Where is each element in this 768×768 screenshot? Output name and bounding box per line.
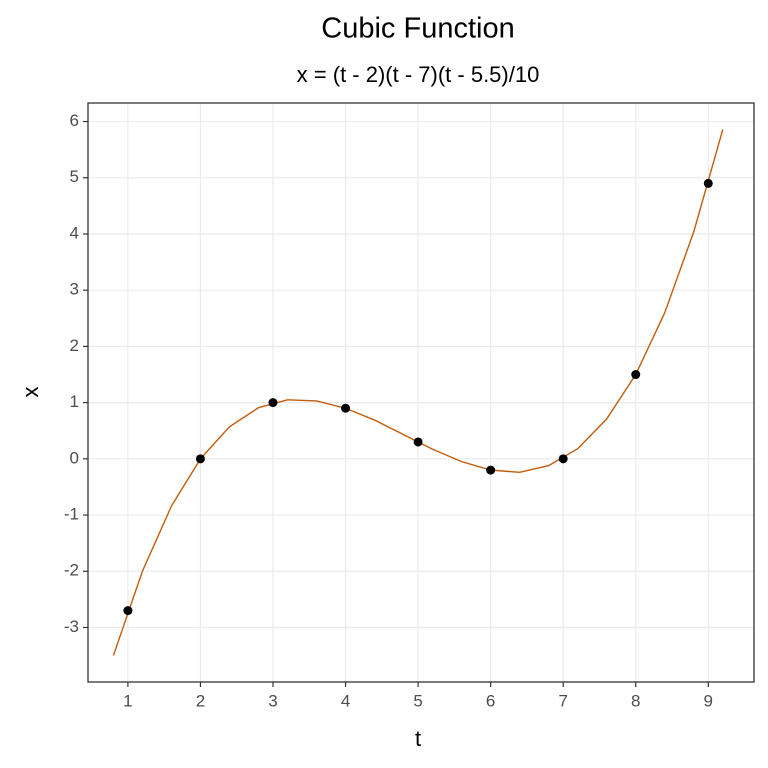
point [341, 403, 351, 413]
y-tick-label: 6 [70, 111, 79, 130]
y-tick-label: 1 [70, 392, 79, 411]
x-tick-label: 5 [413, 691, 422, 710]
x-tick-label: 2 [196, 691, 205, 710]
x-axis-title: t [415, 726, 421, 751]
point [486, 465, 496, 475]
x-tick-label: 7 [558, 691, 567, 710]
x-tick-label: 4 [341, 691, 350, 710]
y-tick-label: -1 [64, 505, 79, 524]
point [123, 606, 133, 616]
y-tick-label: 4 [70, 223, 79, 242]
x-tick-label: 1 [123, 691, 132, 710]
x-tick-label: 6 [486, 691, 495, 710]
y-tick-label: -3 [64, 617, 79, 636]
point [558, 454, 568, 464]
point [631, 370, 641, 380]
x-tick-label: 3 [268, 691, 277, 710]
y-tick-label: 5 [70, 167, 79, 186]
point [268, 398, 278, 408]
y-tick-label: 3 [70, 280, 79, 299]
point [413, 437, 423, 447]
point [195, 454, 205, 464]
chart-subtitle: x = (t - 2)(t - 7)(t - 5.5)/10 [297, 62, 540, 87]
chart-title: Cubic Function [321, 13, 514, 45]
y-tick-label: -2 [64, 561, 79, 580]
y-axis-title: x [18, 387, 43, 398]
panel-border [87, 102, 755, 683]
y-tick-label: 2 [70, 336, 79, 355]
x-tick-label: 9 [704, 691, 713, 710]
point [703, 178, 713, 188]
y-tick-label: 0 [70, 448, 79, 467]
x-tick-label: 8 [631, 691, 640, 710]
